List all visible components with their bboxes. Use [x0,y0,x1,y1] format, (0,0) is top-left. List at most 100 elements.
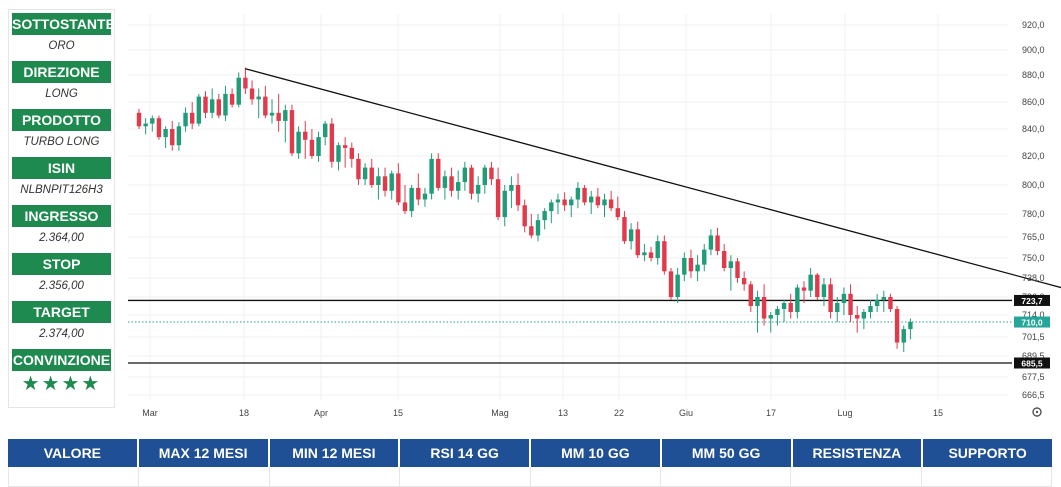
candle [236,72,241,108]
candle [628,223,634,250]
candle [848,284,853,323]
candle [376,167,381,200]
table-cell [270,467,401,486]
candle [775,306,780,326]
y-tick-label: 860,0 [1022,97,1045,107]
candle-body [848,293,853,315]
candle [489,161,494,185]
candle-body [841,293,847,303]
direzione-label: DIREZIONE [12,61,111,83]
candle-body [575,187,581,200]
candle-body [668,271,674,297]
candle [715,227,720,256]
candle-body [356,158,361,180]
candle-body [529,226,534,236]
candle-body [475,185,481,194]
candle [702,244,707,272]
candle [296,126,301,159]
candle-body [196,96,202,124]
candle [316,131,321,162]
candle-body [495,179,501,218]
candle [389,170,394,200]
candle-body [243,77,248,89]
candle [336,142,341,171]
x-tick-label: 15 [393,408,403,418]
ingresso-block: INGRESSO 2.364,00 [9,205,114,250]
header-mm-50-gg: MM 50 GG [661,439,791,467]
candle [136,108,142,129]
candle-body [316,137,321,156]
candle [622,211,627,244]
candle-body [781,303,787,309]
candle [688,249,694,278]
candle [436,153,441,191]
x-tick-label: Mag [491,408,509,418]
candle-body [569,199,574,206]
candle-body [289,110,295,154]
candle [569,196,574,218]
candle-body [296,131,301,154]
candle [356,153,361,185]
table-cell [922,467,1052,486]
candle [761,284,767,326]
candle [495,167,501,221]
candle-body [741,278,747,285]
candle-body [249,88,255,100]
candle-body [303,131,308,140]
header-valore: VALORE [8,439,137,467]
candle-body [409,187,414,212]
y-tick-label: 701,5 [1022,332,1045,342]
candle-body [336,145,341,162]
candle-body [389,173,394,191]
candle [309,129,315,159]
candle-body [682,258,687,275]
candle [402,185,408,214]
candle-body [635,229,640,256]
candle [190,102,195,129]
candle [908,318,913,340]
candle-body [628,229,634,242]
candle [608,190,614,212]
candle-body [309,139,315,156]
table-cell [661,467,792,486]
candle-body [429,158,434,194]
candle [788,293,793,319]
candle [575,182,581,209]
candle [781,300,787,323]
x-tick-label: Giu [679,408,693,418]
candle-body [662,241,667,272]
direzione-value: LONG [45,88,78,100]
settings-icon[interactable] [1032,407,1042,417]
candle [469,164,474,200]
candle-body [595,196,601,206]
y-tick-label: 840,0 [1022,124,1045,134]
candle-body [416,187,421,200]
candle-body [469,167,474,194]
table-cell [8,467,140,486]
candle-body [269,112,275,116]
candle-body [549,202,554,212]
candle-body [589,196,594,203]
table-cell [531,467,661,486]
candle [668,268,674,300]
candle [555,193,561,214]
candle [735,258,740,283]
prodotto-block: PRODOTTO TURBO LONG [9,109,114,154]
candle [243,67,248,94]
candle [682,252,687,282]
candle [283,104,288,143]
candle-body [881,297,886,300]
x-tick-label: 18 [239,408,249,418]
candle-body [203,96,208,113]
candle [216,93,221,119]
y-tick-label: 677,5 [1022,372,1045,382]
header-resistenza: RESISTENZA [792,439,922,467]
convinzione-label: CONVINZIONE [12,349,111,371]
candle-body [755,297,760,306]
horizontal-levels [128,299,1012,364]
candle [835,297,840,323]
candle [209,88,215,119]
ingresso-label: INGRESSO [12,205,111,227]
candle [382,167,388,197]
candle [801,281,807,303]
